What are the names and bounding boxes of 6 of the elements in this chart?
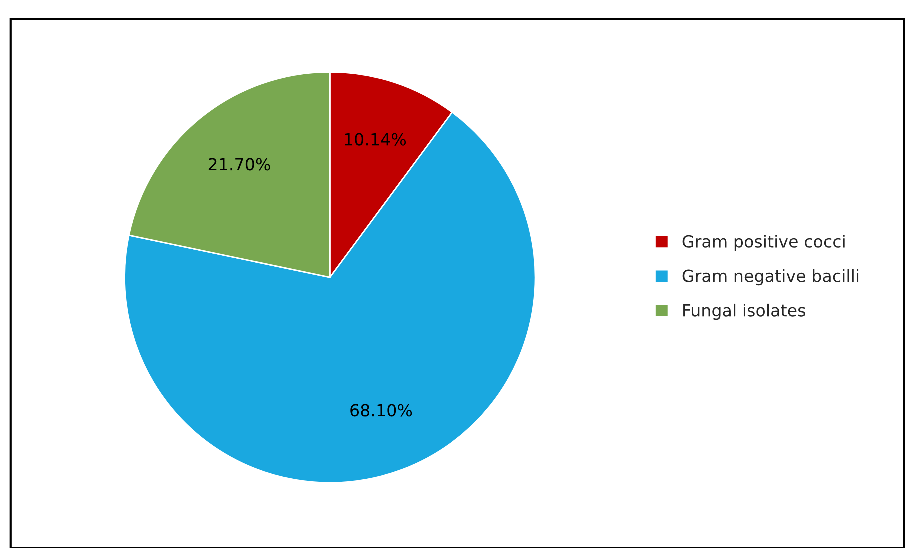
legend-label: Gram negative bacilli — [682, 269, 859, 286]
legend-label: Fungal isolates — [684, 304, 806, 320]
legend-label: Gram positive cocci — [682, 235, 845, 252]
data-label: 10.14% — [345, 133, 406, 146]
data-label: 21.70% — [208, 158, 270, 171]
data-label: 68.10% — [350, 404, 412, 417]
